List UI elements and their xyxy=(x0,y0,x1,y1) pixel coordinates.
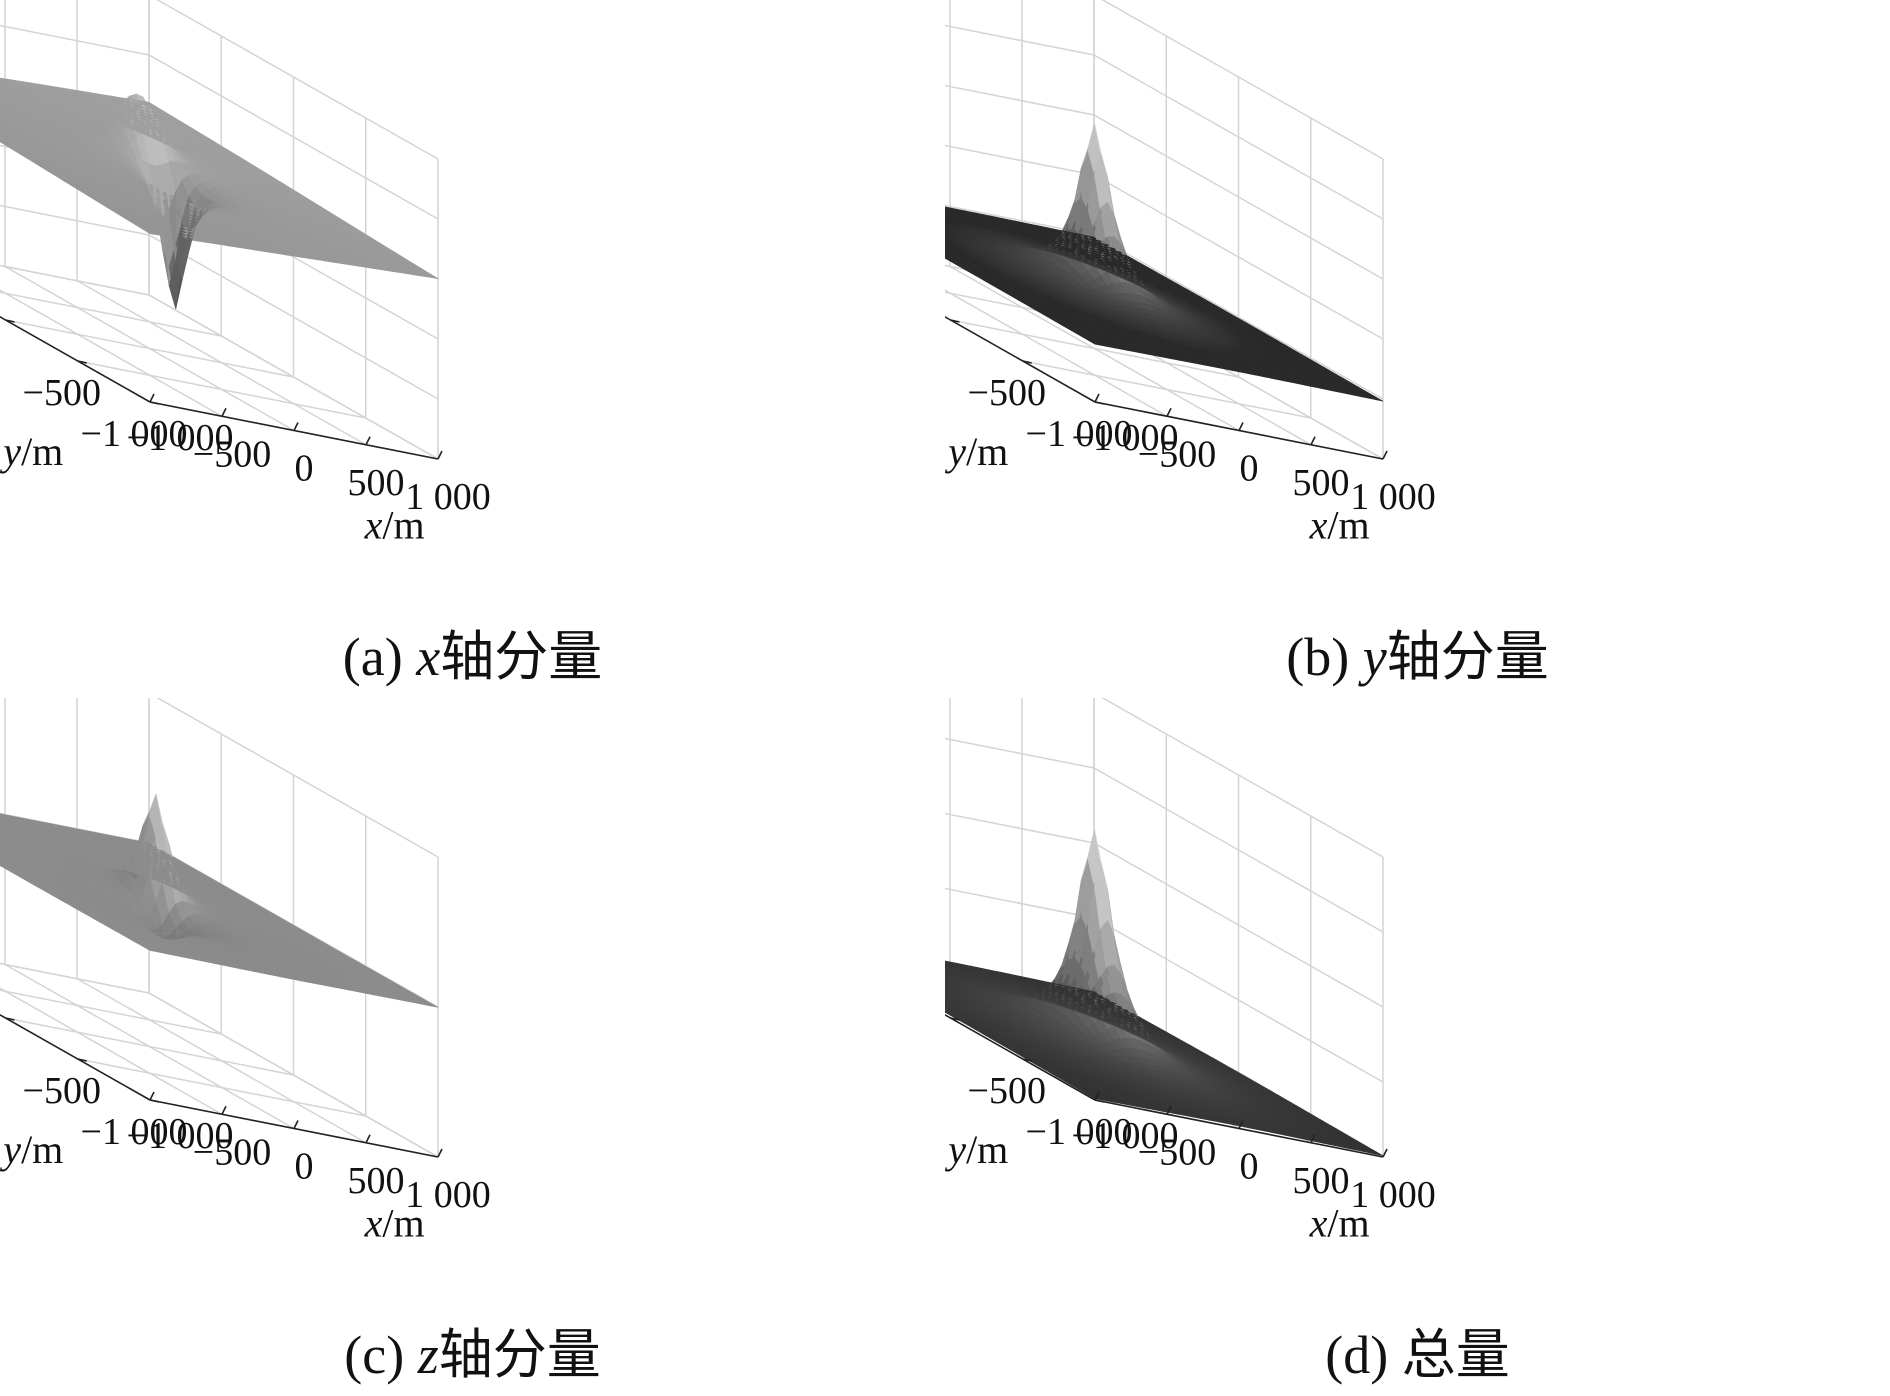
x-axis-label: x/m xyxy=(364,502,425,547)
y-tick xyxy=(149,401,160,405)
grid-line xyxy=(0,962,150,994)
y-tick xyxy=(950,319,960,323)
y-tick xyxy=(1094,401,1105,405)
grid-line xyxy=(156,0,439,160)
x-tick-label: 0 xyxy=(295,448,314,490)
x-tick xyxy=(1094,393,1100,403)
x-tick-label: 500 xyxy=(1293,462,1350,504)
caption-var: x xyxy=(416,627,441,687)
grid-line xyxy=(945,84,1384,280)
surface-mesh xyxy=(0,793,439,1008)
grid-line xyxy=(0,264,150,296)
grid-line xyxy=(0,291,222,337)
grid-line xyxy=(950,319,1239,378)
y-axis-label: y/m xyxy=(0,429,63,474)
caption-b: (b) y轴分量 xyxy=(945,612,1890,691)
x-tick xyxy=(293,422,299,431)
y-tick xyxy=(5,319,15,323)
caption-prefix: (b) xyxy=(1286,627,1363,687)
grid-line xyxy=(945,24,1384,220)
x-tick xyxy=(1238,422,1244,431)
x-tick-label: −1 000 xyxy=(1072,417,1179,459)
x-tick xyxy=(1310,436,1316,446)
y-tick-label: −1 000 xyxy=(81,413,188,455)
x-tick xyxy=(221,407,227,417)
y-tick-label: −1 000 xyxy=(1026,413,1133,455)
grid-line xyxy=(76,280,367,446)
y-tick xyxy=(77,360,87,364)
caption-suffix: 轴分量 xyxy=(440,627,603,687)
x-tick-label: −500 xyxy=(1138,433,1216,475)
grid-line xyxy=(0,989,222,1035)
x-tick-label: 0 xyxy=(1240,448,1259,490)
x-tick xyxy=(365,436,371,446)
y-tick xyxy=(1022,360,1032,364)
x-tick-label: −500 xyxy=(193,433,271,475)
caption-suffix: 轴分量 xyxy=(1386,627,1549,687)
caption-a: (a) x轴分量 xyxy=(0,612,945,691)
grid-line xyxy=(0,24,439,220)
x-tick xyxy=(149,393,155,403)
surface-mesh xyxy=(0,77,439,310)
surface-patch xyxy=(424,273,439,279)
surface-mesh xyxy=(945,123,1384,402)
x-tick xyxy=(1382,450,1388,460)
grid-line xyxy=(0,962,439,1158)
x-tick xyxy=(1166,407,1172,417)
x-tick-label: 1 000 xyxy=(1350,476,1436,518)
x-tick-label: −1 000 xyxy=(127,417,234,459)
y-axis-label: y/m xyxy=(945,429,1008,474)
grid-line xyxy=(5,1017,294,1076)
x-axis-label: x/m xyxy=(1309,502,1370,547)
y-tick-label: −500 xyxy=(968,372,1046,414)
caption-prefix: (a) xyxy=(342,627,417,687)
x-tick-label: 500 xyxy=(348,462,405,504)
grid-line xyxy=(156,698,439,858)
x-tick-label: 1 000 xyxy=(405,476,491,518)
x-tick xyxy=(437,450,443,460)
grid-line xyxy=(5,319,294,378)
surface-patch xyxy=(1369,395,1384,402)
grid-line xyxy=(1101,0,1384,160)
y-tick-label: −500 xyxy=(23,372,101,414)
grid-line xyxy=(0,264,439,460)
caption-var: y xyxy=(1362,627,1387,687)
grid-line xyxy=(0,204,439,400)
grid-line xyxy=(76,978,367,1144)
